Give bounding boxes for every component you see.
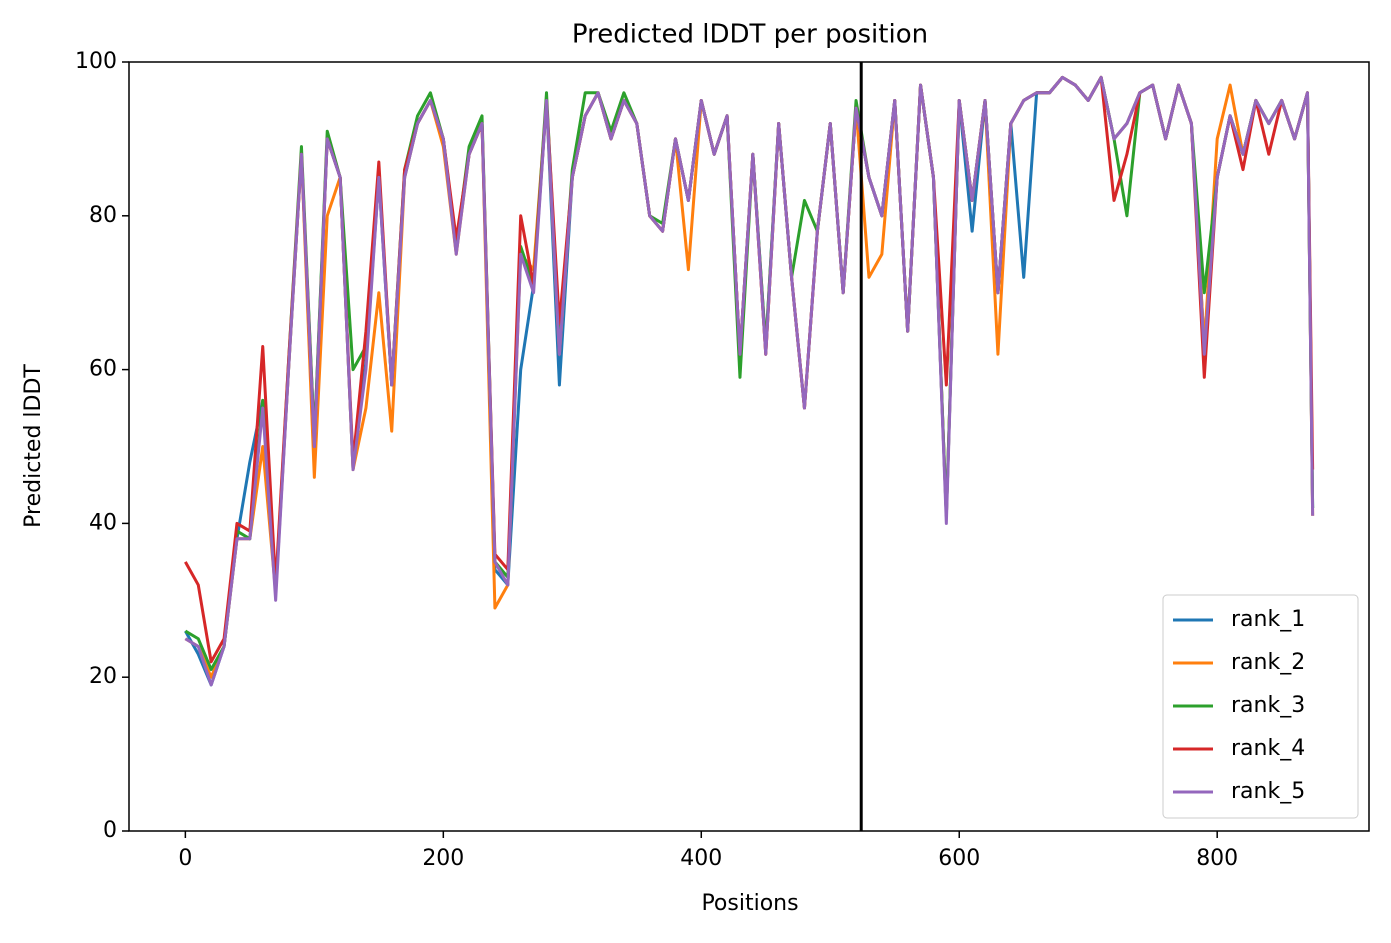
- series-line: [184, 75, 1315, 687]
- y-tick-label: 60: [89, 357, 117, 382]
- x-tick-label: 400: [680, 846, 722, 871]
- series-line: [184, 75, 1315, 672]
- series-line: [184, 75, 1315, 687]
- x-tick-label: 0: [178, 846, 192, 871]
- y-tick-label: 100: [75, 49, 117, 74]
- legend-label: rank_3: [1231, 693, 1305, 718]
- y-tick-label: 80: [89, 203, 117, 228]
- legend-label: rank_1: [1231, 607, 1305, 632]
- chart-title: Predicted lDDT per position: [572, 20, 928, 50]
- legend-box: [1162, 594, 1359, 819]
- y-axis-label: Predicted lDDT: [21, 364, 46, 528]
- y-tick-label: 0: [103, 818, 117, 843]
- legend-label: rank_5: [1231, 779, 1305, 804]
- x-tick-label: 200: [422, 846, 464, 871]
- x-tick-label: 800: [1196, 846, 1238, 871]
- y-tick-label: 20: [89, 664, 117, 689]
- x-axis-label: Positions: [701, 891, 798, 916]
- x-tick-label: 600: [938, 846, 980, 871]
- y-tick-label: 40: [89, 510, 117, 535]
- legend-label: rank_2: [1231, 650, 1305, 675]
- legend-label: rank_4: [1231, 736, 1305, 761]
- series-line: [184, 75, 1315, 679]
- plot-frame: [128, 61, 1370, 832]
